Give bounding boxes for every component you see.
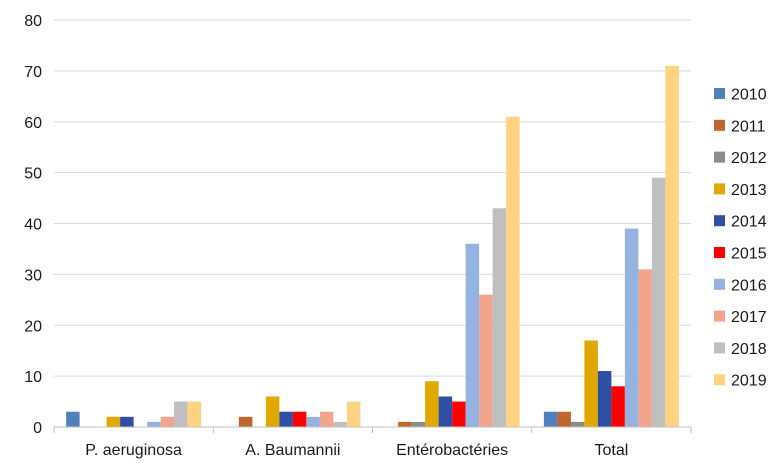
legend-label-2013: 2013 xyxy=(731,182,767,199)
bar-2011-ent-robact-ries xyxy=(398,421,412,427)
legend-swatch-2018 xyxy=(714,342,725,354)
bar-2017-p-aeruginosa xyxy=(160,416,175,427)
bar-2018-a-baumannii xyxy=(333,421,347,427)
legend-swatch-2016 xyxy=(714,278,725,290)
bar-2016-total xyxy=(624,228,639,427)
bar-2015-total xyxy=(611,386,625,427)
legend-swatch-2017 xyxy=(714,310,725,322)
y-tick-label: 30 xyxy=(24,267,42,284)
gridlines xyxy=(54,19,691,377)
legend-label-2015: 2015 xyxy=(731,246,767,263)
legend-swatch-2019 xyxy=(714,374,725,386)
bar-2013-total xyxy=(584,340,598,427)
bar-2019-ent-robact-ries xyxy=(506,116,520,427)
bar-2017-a-baumannii xyxy=(319,411,334,427)
legend-label-2014: 2014 xyxy=(731,214,767,231)
bar-2013-p-aeruginosa xyxy=(106,416,121,427)
x-tick-label: A. Baumannii xyxy=(245,442,340,459)
legend: 2010 2011 2012 2013 2014 2015 2016 2017 2018 2019 xyxy=(714,87,767,390)
bar-2019-a-baumannii xyxy=(346,401,361,427)
legend-swatch-2010 xyxy=(714,88,725,99)
bar-2018-ent-robact-ries xyxy=(492,208,507,427)
legend-swatch-2014 xyxy=(714,215,725,227)
bar-2011-total xyxy=(557,411,571,427)
legend-label-2011: 2011 xyxy=(731,118,766,135)
y-tick-label: 40 xyxy=(24,217,42,234)
bar-2014-p-aeruginosa xyxy=(120,416,134,427)
x-tick-label: Entérobactéries xyxy=(396,442,508,459)
bar-2015-ent-robact-ries xyxy=(452,401,466,427)
legend-label-2010: 2010 xyxy=(731,87,767,104)
bar-2012-total xyxy=(570,421,585,427)
legend-label-2019: 2019 xyxy=(731,373,767,390)
bar-2011-a-baumannii xyxy=(238,416,253,427)
y-tick-label: 0 xyxy=(33,420,42,437)
x-tick-labels: P. aeruginosa A. Baumannii Entérobactéries… xyxy=(85,442,628,459)
legend-swatch-2015 xyxy=(714,247,725,258)
y-tick-label: 60 xyxy=(24,115,42,132)
bar-2018-p-aeruginosa xyxy=(174,401,188,427)
bar-2016-ent-robact-ries xyxy=(465,243,480,427)
bar-2012-ent-robact-ries xyxy=(411,421,426,427)
bar-2014-ent-robact-ries xyxy=(438,396,453,427)
legend-swatch-2013 xyxy=(714,183,725,195)
bar-2018-total xyxy=(651,177,666,427)
bar-2014-total xyxy=(597,371,612,427)
y-tick-label: 70 xyxy=(24,64,42,81)
bars xyxy=(66,65,679,427)
bar-2010-total xyxy=(543,411,558,427)
bar-2015-a-baumannii xyxy=(292,411,307,427)
y-tick-label: 10 xyxy=(24,369,42,386)
legend-label-2018: 2018 xyxy=(731,341,767,358)
y-tick-labels: 0 10 20 30 40 50 60 70 80 xyxy=(24,13,42,437)
y-tick-label: 20 xyxy=(24,318,42,335)
y-tick-label: 80 xyxy=(24,13,42,30)
bar-2016-p-aeruginosa xyxy=(147,421,161,427)
legend-swatch-2011 xyxy=(714,119,725,131)
bar-2017-ent-robact-ries xyxy=(479,294,493,427)
x-tick-label: Total xyxy=(594,442,628,459)
bar-2013-a-baumannii xyxy=(265,396,280,427)
legend-label-2017: 2017 xyxy=(731,309,767,326)
bar-2017-total xyxy=(638,269,652,427)
bar-2014-a-baumannii xyxy=(279,411,293,427)
legend-label-2016: 2016 xyxy=(731,277,767,294)
bar-2013-ent-robact-ries xyxy=(425,381,439,427)
x-tick-label: P. aeruginosa xyxy=(85,442,182,459)
bar-2010-p-aeruginosa xyxy=(66,411,80,427)
bar-2016-a-baumannii xyxy=(306,416,320,427)
bar-2019-total xyxy=(665,65,679,427)
bar-2019-p-aeruginosa xyxy=(187,401,202,427)
axes xyxy=(53,426,692,433)
y-tick-label: 50 xyxy=(24,166,42,183)
legend-swatch-2012 xyxy=(714,151,725,163)
legend-label-2012: 2012 xyxy=(731,150,767,167)
